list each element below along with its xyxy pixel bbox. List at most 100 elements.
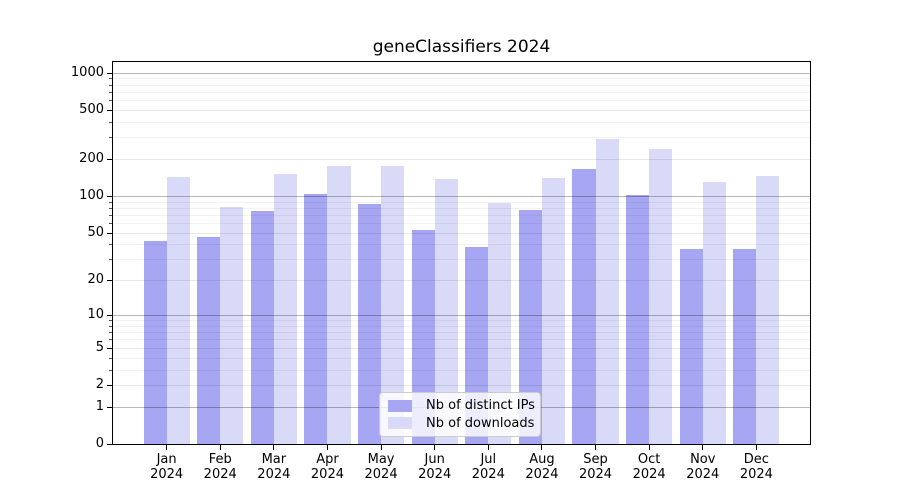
bar	[488, 202, 512, 444]
bar	[273, 174, 297, 444]
x-tick-mark	[595, 445, 597, 450]
legend-item-downloads: Nb of downloads	[388, 415, 535, 431]
x-tick-mark	[219, 445, 221, 450]
legend: Nb of distinct IPs Nb of downloads	[379, 392, 541, 437]
x-tick-label: Feb 2024	[203, 452, 237, 482]
grid-line	[113, 110, 810, 111]
x-tick-label: Oct 2024	[632, 452, 666, 482]
bar	[649, 149, 673, 444]
y-tick-label: 20	[87, 272, 104, 288]
y-tick-label: 200	[79, 151, 104, 167]
y-tick-label: 5	[95, 339, 104, 355]
x-tick-label: Jan 2024	[150, 452, 184, 482]
y-minor-tick-mark	[109, 325, 112, 327]
y-tick-mark	[107, 444, 112, 445]
bar	[572, 169, 596, 444]
x-tick-mark	[702, 445, 704, 450]
bar	[733, 248, 757, 444]
y-tick-mark	[107, 384, 112, 386]
plot-area	[112, 61, 811, 445]
bar	[250, 211, 274, 444]
y-minor-tick-mark	[109, 223, 112, 225]
y-tick-label: 0	[95, 436, 104, 451]
bar	[411, 229, 435, 444]
bar	[381, 165, 405, 444]
x-tick-mark	[326, 445, 328, 450]
y-minor-tick-mark	[109, 137, 112, 139]
x-tick-mark	[273, 445, 275, 450]
grid-line	[113, 122, 810, 123]
grid-line	[113, 85, 810, 86]
x-tick-mark	[487, 445, 489, 450]
bar	[166, 177, 190, 444]
y-tick-mark	[107, 347, 112, 349]
y-tick-label: 50	[87, 224, 104, 240]
y-tick-mark	[107, 406, 112, 408]
bar	[541, 177, 565, 444]
y-minor-tick-mark	[109, 259, 112, 261]
y-minor-tick-mark	[109, 207, 112, 209]
legend-label-distinct-ips: Nb of distinct IPs	[426, 398, 535, 414]
y-tick-mark	[107, 315, 112, 317]
bar	[197, 237, 221, 444]
bar	[143, 240, 167, 444]
grid-line	[113, 100, 810, 101]
x-tick-label: Mar 2024	[257, 452, 291, 482]
y-tick-label: 500	[79, 101, 104, 117]
x-tick-label: Nov 2024	[686, 452, 720, 482]
y-minor-tick-mark	[109, 369, 112, 371]
y-tick-mark	[107, 72, 112, 74]
grid-line	[113, 92, 810, 93]
bar	[702, 182, 726, 444]
y-minor-tick-mark	[109, 214, 112, 216]
y-tick-label: 1	[95, 398, 104, 414]
bar	[220, 207, 244, 444]
x-tick-label: Dec 2024	[739, 452, 773, 482]
y-tick-mark	[107, 159, 112, 161]
x-tick-mark	[166, 445, 168, 450]
x-tick-label: Jun 2024	[418, 452, 452, 482]
y-tick-mark	[107, 280, 112, 282]
x-tick-label: Apr 2024	[310, 452, 344, 482]
y-tick-label: 1000	[70, 64, 104, 80]
y-minor-tick-mark	[109, 320, 112, 322]
x-tick-mark	[648, 445, 650, 450]
y-minor-tick-mark	[109, 339, 112, 341]
x-tick-mark	[755, 445, 757, 450]
bar	[595, 139, 619, 444]
y-tick-mark	[107, 109, 112, 111]
bar	[679, 248, 703, 444]
y-minor-tick-mark	[109, 121, 112, 123]
legend-swatch-distinct-ips	[388, 399, 412, 412]
bar	[434, 178, 458, 444]
y-minor-tick-mark	[109, 332, 112, 334]
x-tick-label: Sep 2024	[578, 452, 613, 482]
x-tick-mark	[434, 445, 436, 450]
bar	[518, 209, 542, 444]
y-tick-label: 10	[87, 307, 104, 323]
legend-label-downloads: Nb of downloads	[426, 415, 535, 431]
y-minor-tick-mark	[109, 84, 112, 86]
x-tick-label: Aug 2024	[525, 452, 559, 482]
y-minor-tick-mark	[109, 244, 112, 246]
y-tick-label: 100	[79, 188, 104, 204]
bar	[327, 165, 351, 444]
y-minor-tick-mark	[109, 91, 112, 93]
y-tick-mark	[107, 196, 112, 198]
bar	[304, 193, 328, 444]
legend-swatch-downloads	[388, 417, 412, 430]
legend-item-distinct-ips: Nb of distinct IPs	[388, 398, 535, 414]
chart-title: geneClassifiers 2024	[372, 37, 551, 57]
x-tick-mark	[541, 445, 543, 450]
y-minor-tick-mark	[109, 357, 112, 359]
grid-line	[113, 159, 810, 160]
bar	[358, 204, 382, 444]
y-minor-tick-mark	[109, 201, 112, 203]
bar	[626, 194, 650, 444]
y-minor-tick-mark	[109, 100, 112, 102]
bar	[756, 176, 780, 444]
x-tick-label: Jul 2024	[471, 452, 505, 482]
x-tick-label: May 2024	[364, 452, 398, 482]
y-minor-tick-mark	[109, 78, 112, 80]
